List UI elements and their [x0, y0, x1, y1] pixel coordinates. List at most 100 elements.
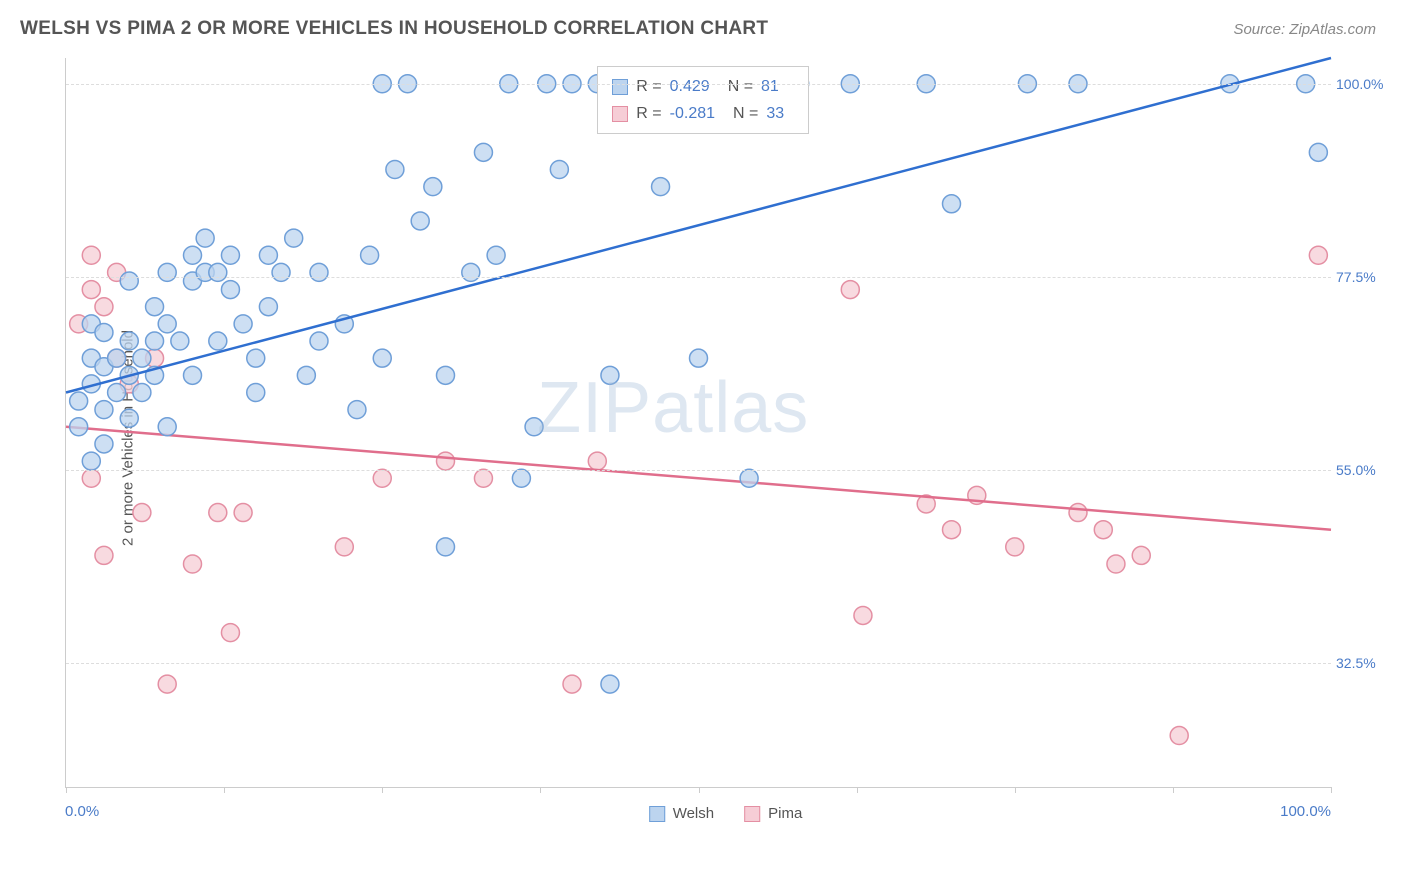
r-label-2: R =	[636, 100, 661, 127]
stats-row-welsh: R = 0.429 N = 81	[612, 73, 794, 100]
scatter-point-pima	[1094, 521, 1112, 539]
legend-swatch-pima	[744, 806, 760, 822]
y-tick-label: 32.5%	[1336, 655, 1386, 671]
scatter-point-pima	[1170, 727, 1188, 745]
x-tick	[224, 787, 225, 793]
welsh-n-value: 81	[761, 73, 779, 100]
scatter-point-pima	[95, 298, 113, 316]
gridline	[66, 277, 1331, 278]
scatter-point-welsh	[95, 401, 113, 419]
scatter-point-welsh	[120, 332, 138, 350]
chart-title: WELSH VS PIMA 2 OR MORE VEHICLES IN HOUS…	[20, 18, 768, 40]
scatter-point-welsh	[525, 418, 543, 436]
x-tick	[540, 787, 541, 793]
scatter-point-pima	[335, 538, 353, 556]
x-max-label: 100.0%	[1280, 803, 1331, 820]
scatter-point-welsh	[348, 401, 366, 419]
chart-header: WELSH VS PIMA 2 OR MORE VEHICLES IN HOUS…	[0, 0, 1406, 48]
scatter-point-welsh	[437, 538, 455, 556]
legend-bottom: Welsh Pima	[649, 805, 803, 822]
scatter-point-welsh	[247, 349, 265, 367]
gridline	[66, 84, 1331, 85]
scatter-point-welsh	[234, 315, 252, 333]
scatter-point-pima	[854, 606, 872, 624]
scatter-point-pima	[234, 504, 252, 522]
scatter-point-pima	[133, 504, 151, 522]
scatter-point-welsh	[70, 392, 88, 410]
scatter-point-welsh	[95, 323, 113, 341]
scatter-point-welsh	[184, 366, 202, 384]
scatter-point-welsh	[221, 246, 239, 264]
scatter-point-welsh	[158, 418, 176, 436]
scatter-point-pima	[437, 452, 455, 470]
scatter-point-pima	[563, 675, 581, 693]
x-tick	[1331, 787, 1332, 793]
trend-line-pima	[66, 427, 1331, 530]
scatter-point-welsh	[943, 195, 961, 213]
legend-label-pima: Pima	[768, 805, 802, 822]
scatter-point-welsh	[487, 246, 505, 264]
scatter-point-welsh	[474, 143, 492, 161]
scatter-point-welsh	[297, 366, 315, 384]
scatter-point-pima	[82, 281, 100, 299]
scatter-point-welsh	[601, 366, 619, 384]
swatch-welsh	[612, 79, 628, 95]
y-tick-label: 100.0%	[1336, 76, 1386, 92]
scatter-point-pima	[158, 675, 176, 693]
x-min-label: 0.0%	[65, 803, 99, 820]
scatter-point-pima	[943, 521, 961, 539]
x-tick	[66, 787, 67, 793]
scatter-point-welsh	[196, 229, 214, 247]
plot-svg	[66, 58, 1331, 787]
scatter-point-pima	[184, 555, 202, 573]
r-label: R =	[636, 73, 661, 100]
scatter-point-welsh	[133, 349, 151, 367]
scatter-point-welsh	[259, 246, 277, 264]
scatter-point-welsh	[310, 263, 328, 281]
swatch-pima	[612, 106, 628, 122]
legend-swatch-welsh	[649, 806, 665, 822]
scatter-point-pima	[82, 246, 100, 264]
scatter-point-welsh	[272, 263, 290, 281]
scatter-point-welsh	[133, 383, 151, 401]
chart-container: 2 or more Vehicles in Household R = 0.42…	[65, 48, 1386, 828]
scatter-point-welsh	[70, 418, 88, 436]
scatter-point-welsh	[82, 452, 100, 470]
scatter-point-pima	[209, 504, 227, 522]
scatter-point-welsh	[652, 178, 670, 196]
scatter-point-welsh	[310, 332, 328, 350]
scatter-point-pima	[841, 281, 859, 299]
x-tick	[1173, 787, 1174, 793]
legend-item-welsh: Welsh	[649, 805, 714, 822]
welsh-r-value: 0.429	[670, 73, 710, 100]
scatter-point-welsh	[158, 315, 176, 333]
scatter-point-welsh	[285, 229, 303, 247]
scatter-point-pima	[1107, 555, 1125, 573]
pima-r-value: -0.281	[670, 100, 715, 127]
scatter-point-pima	[221, 624, 239, 642]
plot-area: R = 0.429 N = 81 R = -0.281 N = 33 ZIPat…	[65, 58, 1331, 788]
n-label-2: N =	[733, 100, 758, 127]
scatter-point-welsh	[462, 263, 480, 281]
scatter-point-welsh	[146, 332, 164, 350]
scatter-point-welsh	[146, 298, 164, 316]
scatter-point-pima	[1309, 246, 1327, 264]
scatter-point-welsh	[108, 349, 126, 367]
scatter-point-welsh	[120, 409, 138, 427]
x-tick	[857, 787, 858, 793]
scatter-point-welsh	[209, 263, 227, 281]
scatter-point-welsh	[259, 298, 277, 316]
pima-n-value: 33	[766, 100, 784, 127]
scatter-point-pima	[82, 469, 100, 487]
scatter-point-pima	[1006, 538, 1024, 556]
legend-label-welsh: Welsh	[673, 805, 714, 822]
scatter-point-welsh	[740, 469, 758, 487]
scatter-point-pima	[95, 546, 113, 564]
scatter-point-welsh	[120, 272, 138, 290]
scatter-point-welsh	[386, 160, 404, 178]
stats-row-pima: R = -0.281 N = 33	[612, 100, 794, 127]
scatter-point-welsh	[690, 349, 708, 367]
scatter-point-welsh	[361, 246, 379, 264]
scatter-point-pima	[1069, 504, 1087, 522]
scatter-point-welsh	[1309, 143, 1327, 161]
